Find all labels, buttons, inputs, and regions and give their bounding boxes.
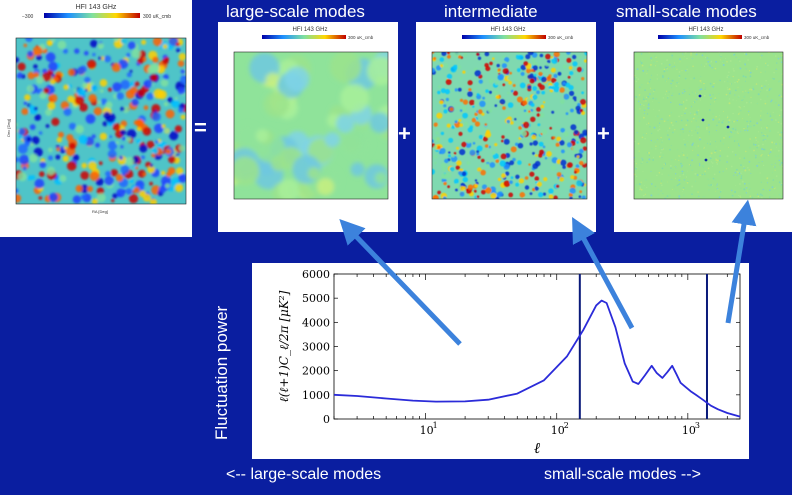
small-map-title: HFI 143 GHz	[688, 27, 723, 33]
y-tick-label: 2000	[302, 365, 330, 378]
x-tick-label-exponent: 2	[564, 421, 569, 430]
large-scale-heading: large-scale modes	[226, 2, 365, 21]
y-tick-label: 3000	[302, 341, 330, 354]
y-tick-label: 4000	[302, 316, 330, 329]
small-map-image	[634, 52, 783, 199]
x-axis-label: ℓ	[534, 439, 540, 457]
large-map-colorbar	[262, 35, 346, 39]
x-tick-label-exponent: 1	[433, 421, 438, 430]
y-tick-label: 5000	[302, 292, 330, 305]
equals-sign: =	[194, 115, 207, 140]
x-tick-label-exponent: 3	[695, 421, 700, 430]
intermediate-map-title: HFI 143 GHz	[490, 27, 525, 33]
power-spectrum-curve	[333, 299, 741, 418]
y-tick-label: 6000	[302, 268, 330, 281]
large-map-image	[234, 52, 388, 199]
plus-sign-2: +	[597, 121, 610, 146]
bottom-left-label: <-- large-scale modes	[226, 466, 382, 483]
intermediate-map-image	[432, 52, 587, 199]
intermediate-map-panel	[416, 22, 596, 232]
plot-frame	[333, 273, 741, 420]
full-map-ylabel: Dec [Deg]	[6, 119, 11, 137]
full-map-xlabel: RA [Deg]	[92, 209, 108, 214]
intermediate-map-scale-right: 300 uK_cmb	[548, 35, 574, 40]
fluctuation-power-label: Fluctuation power	[212, 305, 231, 440]
full-map-image	[16, 38, 186, 204]
y-axis-label: ℓ(ℓ+1)C_ℓ/2π [μK²]	[277, 290, 291, 402]
full-map-scale-right: 300 uK_cmb	[143, 14, 171, 20]
full-map-colorbar	[44, 13, 140, 18]
full-map-scale-left: −300	[22, 14, 33, 20]
full-map-panel: HFI 143 GHz −300 300 uK_cmb RA [Deg] Dec…	[0, 0, 192, 237]
small-map-colorbar	[658, 35, 742, 39]
plus-sign-1: +	[398, 121, 411, 146]
large-map-panel	[218, 22, 398, 232]
small-scale-heading: small-scale modes	[616, 2, 757, 21]
large-map-title: HFI 143 GHz	[292, 27, 327, 33]
y-tick-label: 1000	[302, 389, 330, 402]
small-map-panel	[614, 22, 792, 232]
intermediate-map-colorbar	[462, 35, 546, 39]
full-map-title: HFI 143 GHz	[76, 4, 117, 11]
small-map-scale-right: 300 uK_cmb	[744, 35, 770, 40]
y-tick-label: 0	[323, 413, 330, 426]
x-tick-label: 10	[551, 424, 565, 437]
full-map-svg: HFI 143 GHz −300 300 uK_cmb RA [Deg] Dec…	[6, 4, 187, 214]
power-spectrum-panel: 0 1000 2000 3000 4000 5000 6000 10 1 10 2 10 3 ℓ ℓ(ℓ+1…	[252, 263, 749, 459]
intermediate-heading: intermediate	[444, 2, 538, 21]
x-tick-label: 10	[420, 424, 434, 437]
bottom-right-label: small-scale modes -->	[544, 466, 701, 483]
x-tick-label: 10	[682, 424, 696, 437]
large-map-scale-right: 300 uK_cmb	[348, 35, 374, 40]
